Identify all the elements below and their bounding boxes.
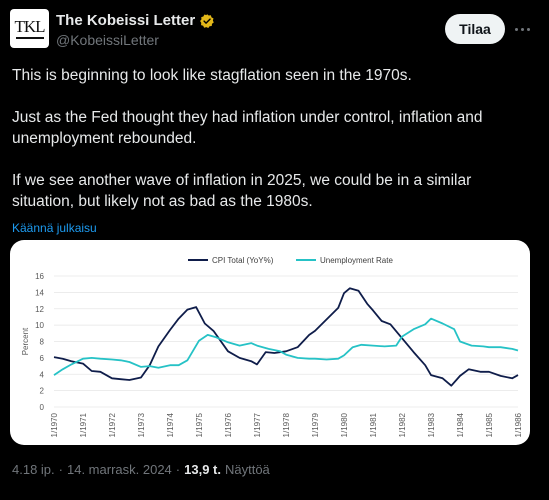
x-tick-label: 1/1980 xyxy=(340,412,349,437)
x-tick-label: 1/1973 xyxy=(137,412,146,437)
y-tick-label: 0 xyxy=(40,403,45,412)
y-axis-label: Percent xyxy=(21,327,30,355)
x-tick-label: 1/1982 xyxy=(398,412,407,437)
translate-post-link[interactable]: Käännä julkaisu xyxy=(12,221,97,235)
x-tick-label: 1/1984 xyxy=(456,412,465,437)
views-count: 13,9 t. xyxy=(184,462,221,477)
tweet-paragraph: This is beginning to look like stagflati… xyxy=(12,67,412,84)
x-tick-label: 1/1986 xyxy=(514,412,523,437)
tweet-date[interactable]: 14. marrask. 2024 xyxy=(67,462,172,477)
y-tick-label: 4 xyxy=(40,370,45,379)
chart: 0 2 4 6 8 10 12 14 16 Percent 1/1970 1/1971 1/1972 1/… xyxy=(21,256,523,437)
x-tick-label: 1/1978 xyxy=(282,412,291,437)
series-line-unemployment xyxy=(53,317,519,376)
verified-badge-icon xyxy=(200,13,214,28)
y-tick-label: 10 xyxy=(35,321,44,330)
avatar-logo-rule xyxy=(15,37,44,39)
meta-separator: · xyxy=(175,462,181,477)
follow-button[interactable]: Tilaa xyxy=(445,14,505,44)
legend-label: CPI Total (YoY%) xyxy=(212,256,274,265)
x-tick-label: 1/1975 xyxy=(195,412,204,437)
more-horizontal-icon[interactable] xyxy=(513,22,531,36)
x-tick-label: 1/1974 xyxy=(166,412,175,437)
x-tick-label: 1/1979 xyxy=(311,412,320,437)
x-tick-label: 1/1971 xyxy=(79,412,88,437)
x-tick-label: 1/1977 xyxy=(253,412,262,437)
x-tick-label: 1/1985 xyxy=(485,412,494,437)
avatar[interactable]: TKL xyxy=(10,9,49,48)
tweet-paragraph: Just as the Fed thought they had inflati… xyxy=(12,109,483,147)
avatar-logo-text: TKL xyxy=(14,17,45,36)
x-tick-label: 1/1972 xyxy=(108,412,117,437)
x-tick-label: 1/1976 xyxy=(224,412,233,437)
y-tick-label: 12 xyxy=(35,305,44,314)
tweet-meta: 4.18 ip. · 14. marrask. 2024 · 13,9 t. N… xyxy=(12,462,270,477)
y-tick-label: 6 xyxy=(40,354,45,363)
y-tick-label: 8 xyxy=(40,338,45,347)
legend-label: Unemployment Rate xyxy=(320,256,393,265)
y-tick-label: 14 xyxy=(35,288,44,297)
x-tick-label: 1/1981 xyxy=(369,412,378,437)
views-label: Näyttöä xyxy=(224,462,270,477)
author-handle[interactable]: @KobeissiLetter xyxy=(56,32,159,48)
tweet-media-chart[interactable]: 0 2 4 6 8 10 12 14 16 Percent 1/1970 1/1971 1/1972 1/… xyxy=(10,240,530,445)
display-name[interactable]: The Kobeissi Letter xyxy=(56,12,196,29)
tweet-paragraph: If we see another wave of inflation in 2… xyxy=(12,172,472,210)
y-tick-label: 2 xyxy=(40,387,45,396)
series-line-cpi xyxy=(53,287,519,387)
tweet-time[interactable]: 4.18 ip. xyxy=(12,462,55,477)
x-tick-label: 1/1970 xyxy=(50,412,59,437)
meta-separator: · xyxy=(58,462,63,477)
tweet-text: This is beginning to look like stagflati… xyxy=(12,65,532,212)
y-tick-label: 16 xyxy=(35,272,44,281)
author-name-row: The Kobeissi Letter xyxy=(56,12,215,29)
x-tick-label: 1/1983 xyxy=(427,412,436,437)
